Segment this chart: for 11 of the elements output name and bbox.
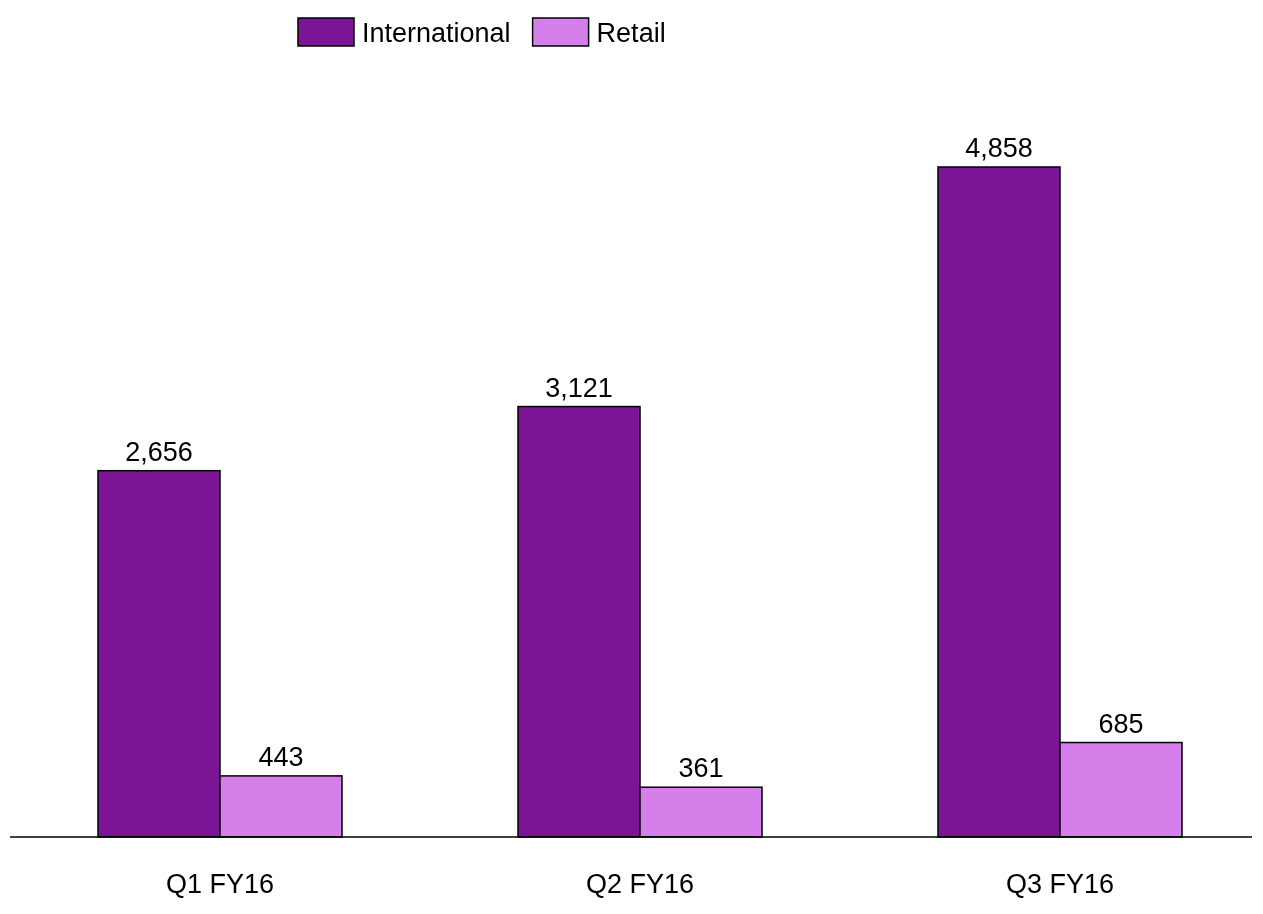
legend-label: International — [362, 18, 511, 48]
data-label: 443 — [258, 741, 304, 772]
x-tick-label: Q2 FY16 — [585, 869, 695, 899]
data-label: 685 — [1098, 708, 1144, 739]
data-label: 4,858 — [965, 133, 1033, 163]
x-tick-label: Q1 FY16 — [165, 869, 275, 899]
data-label: 2,656 — [125, 436, 193, 467]
data-label: 3,121 — [545, 372, 613, 403]
legend-label: Retail — [596, 18, 666, 48]
data-label: 361 — [678, 753, 724, 784]
x-tick-label: Q3 FY16 — [1005, 869, 1115, 899]
